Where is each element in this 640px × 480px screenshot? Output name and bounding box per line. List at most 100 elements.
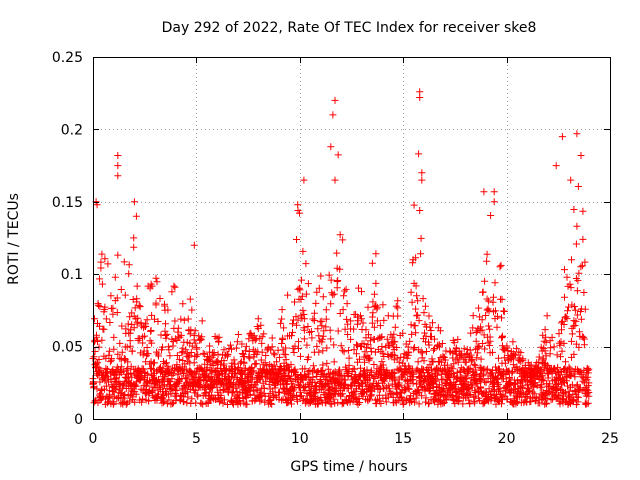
data-point — [581, 258, 589, 266]
data-point — [473, 354, 481, 362]
data-point — [376, 362, 384, 370]
data-point — [173, 337, 181, 344]
data-point — [311, 382, 319, 390]
data-point — [124, 358, 132, 366]
data-point — [190, 241, 198, 249]
data-point — [135, 302, 143, 310]
data-point — [319, 293, 327, 301]
data-point — [466, 346, 474, 354]
data-point — [289, 328, 296, 336]
data-point — [282, 344, 290, 352]
data-point — [568, 256, 575, 264]
data-point — [383, 335, 391, 343]
data-point — [330, 395, 338, 403]
data-point — [224, 401, 231, 408]
data-point — [240, 359, 248, 367]
data-point — [483, 250, 491, 258]
data-point — [141, 332, 149, 340]
data-point — [252, 360, 260, 368]
data-point — [547, 344, 555, 352]
data-point — [143, 316, 151, 324]
data-point — [487, 391, 495, 398]
data-point — [315, 332, 323, 340]
y-tick-labels: 0 0.05 0.1 0.15 0.2 0.25 — [52, 50, 83, 428]
data-point — [407, 288, 415, 296]
data-point — [459, 400, 467, 408]
data-point — [568, 337, 575, 345]
data-point — [304, 353, 312, 361]
data-point — [469, 312, 477, 320]
data-point — [293, 321, 300, 329]
data-point — [334, 151, 342, 159]
data-point — [446, 374, 454, 382]
data-point — [319, 371, 327, 379]
data-point — [147, 327, 155, 334]
data-point — [428, 357, 436, 365]
data-point — [329, 111, 337, 119]
data-point — [105, 347, 113, 355]
data-point — [552, 162, 560, 170]
data-point — [454, 358, 462, 366]
data-point — [369, 309, 377, 317]
data-point — [319, 347, 327, 355]
data-point — [498, 314, 505, 322]
data-point — [107, 292, 115, 300]
data-point — [132, 212, 140, 220]
data-point — [233, 338, 241, 346]
data-point — [328, 391, 336, 399]
data-point — [378, 343, 386, 350]
data-point — [375, 391, 383, 399]
data-point — [543, 312, 551, 320]
data-point — [357, 312, 364, 320]
y-tick-label: 0.05 — [52, 340, 83, 356]
data-point — [546, 350, 554, 358]
data-point — [412, 305, 420, 313]
data-point — [421, 329, 428, 337]
data-point — [559, 317, 566, 325]
data-point — [554, 363, 562, 371]
data-point — [485, 307, 493, 315]
data-point — [217, 391, 225, 399]
data-point — [425, 367, 432, 375]
data-point — [505, 375, 513, 383]
data-point — [439, 352, 447, 360]
data-point — [260, 330, 268, 338]
data-point — [465, 365, 473, 373]
data-point — [310, 309, 318, 317]
data-point — [322, 323, 330, 331]
data-point — [167, 384, 175, 392]
data-point — [416, 94, 424, 101]
data-point — [394, 297, 402, 305]
data-point — [110, 399, 118, 407]
data-point — [509, 338, 517, 346]
data-point — [125, 261, 133, 269]
data-point — [492, 307, 499, 315]
data-point — [481, 345, 489, 353]
data-point — [219, 399, 227, 407]
data-point — [548, 333, 556, 341]
data-point — [241, 364, 249, 372]
data-point — [343, 300, 351, 308]
data-point — [336, 231, 344, 239]
data-point — [119, 367, 127, 375]
data-point — [426, 323, 434, 331]
data-point — [571, 322, 579, 329]
data-point — [339, 306, 347, 314]
data-point — [395, 379, 403, 387]
data-point — [380, 316, 388, 324]
data-point — [417, 382, 425, 390]
data-point — [330, 341, 338, 349]
data-point — [578, 262, 586, 270]
data-point — [327, 300, 335, 308]
data-point — [566, 391, 573, 399]
data-point — [145, 397, 153, 405]
data-point — [414, 311, 422, 319]
data-point — [474, 342, 482, 350]
data-point — [313, 288, 321, 296]
data-point — [554, 391, 562, 399]
data-point — [508, 369, 516, 377]
data-point — [418, 169, 426, 177]
data-point — [394, 312, 402, 320]
data-point — [333, 284, 341, 292]
data-point — [388, 333, 396, 341]
